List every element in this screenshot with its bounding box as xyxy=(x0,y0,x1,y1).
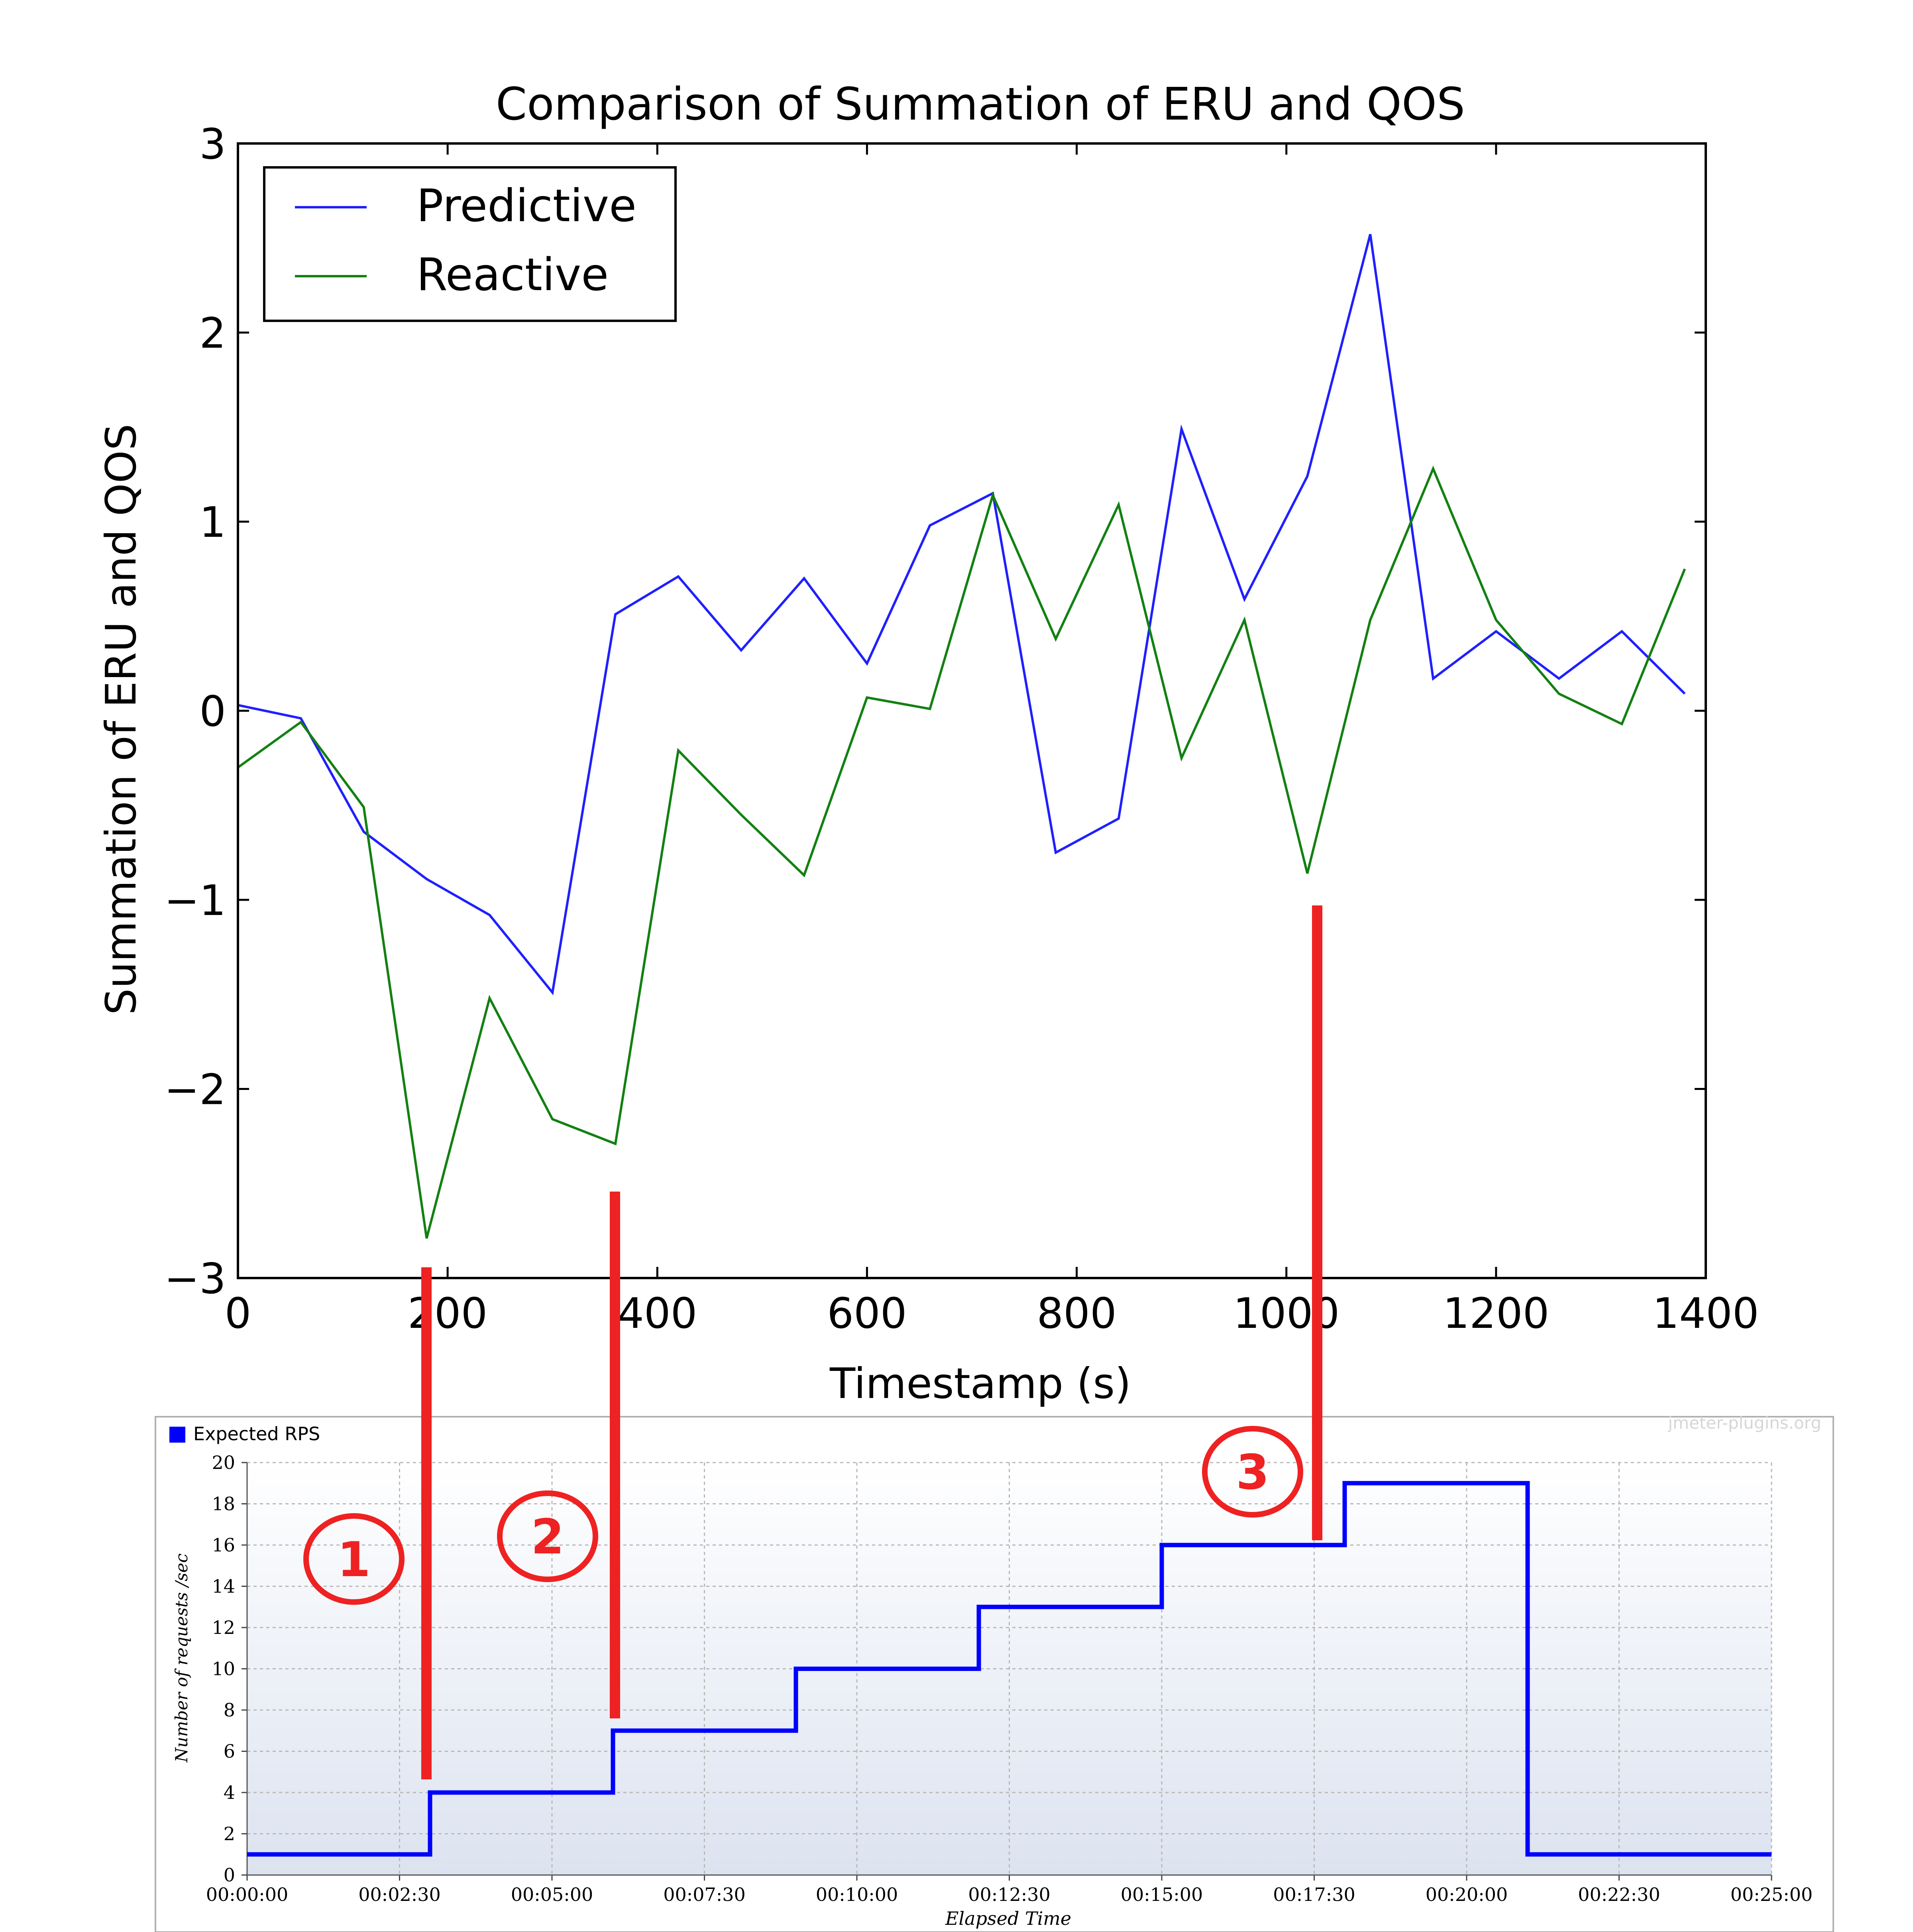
bottom-y-tick-label: 14 xyxy=(212,1576,235,1597)
x-axis-label: Timestamp (s) xyxy=(829,1359,1131,1408)
legend-swatch-expected-rps xyxy=(169,1427,185,1443)
bottom-x-tick-label: 00:22:30 xyxy=(1578,1884,1660,1905)
bottom-legend: Expected RPS xyxy=(169,1423,320,1445)
bottom-x-tick-label: 00:02:30 xyxy=(358,1884,441,1905)
annotation-circle-2 xyxy=(497,1490,598,1582)
y-tick-label: −1 xyxy=(164,876,226,925)
annotations: 1 2 3 xyxy=(303,905,1322,1779)
y-tick-label: 2 xyxy=(199,309,226,358)
bottom-y-tick-label: 10 xyxy=(212,1658,235,1680)
series-line-predictive xyxy=(238,234,1686,995)
x-tick-label: 1000 xyxy=(1233,1289,1339,1338)
x-tick-label: 200 xyxy=(408,1289,487,1338)
bottom-y-axis: 0 2 4 6 8 10 12 14 16 18 20 xyxy=(212,1452,248,1886)
bottom-y-axis-label: Number of requests /sec xyxy=(172,1553,191,1763)
bottom-grid xyxy=(246,1462,1772,1876)
x-tick-label: 0 xyxy=(225,1289,251,1338)
bottom-y-tick-label: 16 xyxy=(212,1534,235,1556)
annotation-label-3: 3 xyxy=(1236,1445,1269,1500)
bottom-chart: jmeter-plugins.org 00:00:00 00:02:30 00:05… xyxy=(155,1413,1834,1932)
bottom-x-tick-label: 00:20:00 xyxy=(1426,1884,1508,1905)
bottom-x-axis-label: Elapsed Time xyxy=(945,1908,1071,1929)
x-tick-label: 400 xyxy=(617,1289,697,1338)
bottom-y-tick-label: 18 xyxy=(212,1493,235,1515)
legend-label-expected-rps: Expected RPS xyxy=(193,1423,320,1445)
y-axis-label: Summation of ERU and QOS xyxy=(97,424,145,1015)
y-tick-label: 0 xyxy=(199,687,226,736)
annotation-circle-3 xyxy=(1202,1426,1303,1518)
y-tick-label: −3 xyxy=(164,1255,226,1303)
x-axis: 0 200 400 600 800 1000 1200 1400 xyxy=(225,143,1759,1338)
legend-label-predictive: Predictive xyxy=(416,180,636,232)
bottom-x-tick-label: 00:15:00 xyxy=(1121,1884,1203,1905)
y-axis: 3 2 1 0 −1 −2 −3 xyxy=(164,120,1706,1303)
top-series-group xyxy=(237,234,1686,1239)
y-tick-label: 1 xyxy=(199,498,226,547)
bottom-y-tick-label: 20 xyxy=(212,1452,235,1473)
legend: Predictive Reactive xyxy=(263,166,677,322)
bottom-x-tick-label: 00:00:00 xyxy=(206,1884,289,1905)
bottom-x-tick-label: 00:05:00 xyxy=(511,1884,593,1905)
y-tick-label: −2 xyxy=(164,1066,226,1114)
top-chart: Comparison of Summation of ERU and QOS 0… xyxy=(97,79,1759,1408)
x-tick-label: 1400 xyxy=(1652,1289,1759,1338)
annotation-label-1: 1 xyxy=(337,1532,371,1588)
bottom-x-axis: 00:00:00 00:02:30 00:05:00 00:07:30 00:10:00… xyxy=(206,1874,1813,1905)
bottom-y-tick-label: 4 xyxy=(224,1782,235,1803)
bottom-y-tick-label: 12 xyxy=(212,1617,235,1638)
bottom-y-tick-label: 6 xyxy=(224,1741,235,1762)
chart-title: Comparison of Summation of ERU and QOS xyxy=(496,79,1465,130)
watermark: jmeter-plugins.org xyxy=(1668,1413,1821,1433)
annotation-circle-1 xyxy=(303,1513,405,1605)
x-tick-label: 600 xyxy=(827,1289,907,1338)
x-tick-label: 800 xyxy=(1037,1289,1116,1338)
x-tick-label: 1200 xyxy=(1443,1289,1549,1338)
bottom-y-tick-label: 2 xyxy=(224,1823,235,1845)
bottom-x-tick-label: 00:17:30 xyxy=(1273,1884,1355,1905)
bottom-x-tick-label: 00:10:00 xyxy=(816,1884,898,1905)
legend-box xyxy=(263,166,677,322)
bottom-x-tick-label: 00:12:30 xyxy=(968,1884,1051,1905)
y-tick-label: 3 xyxy=(199,120,226,169)
legend-label-reactive: Reactive xyxy=(416,249,609,301)
bottom-x-tick-label: 00:25:00 xyxy=(1730,1884,1813,1905)
series-line-expected-rps xyxy=(247,1481,1772,1857)
bottom-y-tick-label: 0 xyxy=(224,1864,235,1886)
bottom-x-tick-label: 00:07:30 xyxy=(663,1884,746,1905)
annotation-label-2: 2 xyxy=(531,1510,564,1565)
series-line-reactive xyxy=(237,465,1686,1239)
bottom-y-tick-label: 8 xyxy=(224,1699,235,1721)
